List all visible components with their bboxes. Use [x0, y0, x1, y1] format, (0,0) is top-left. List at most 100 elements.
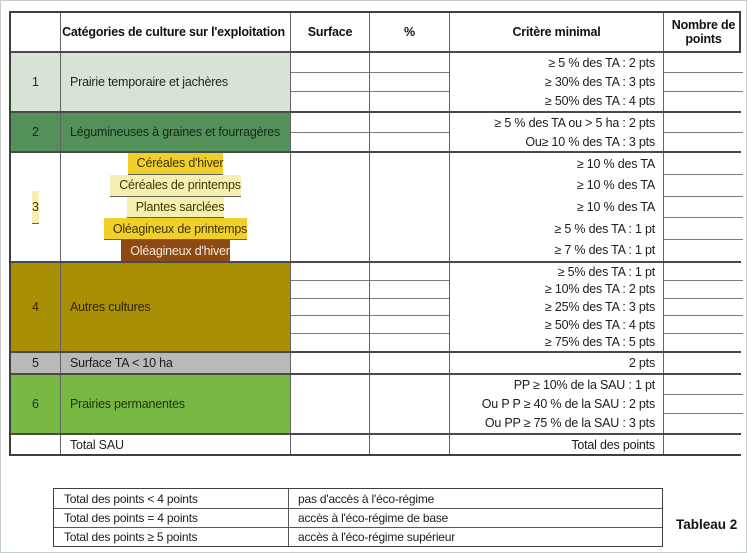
total-surface-input-cell[interactable] — [291, 435, 369, 454]
surface-input-cell[interactable] — [291, 153, 369, 261]
section-6-number: 6 — [11, 375, 60, 433]
section-5-category: Surface TA < 10 ha — [60, 353, 290, 373]
points-input-cell[interactable] — [664, 280, 743, 299]
section-1-category: Prairie temporaire et jachères — [60, 53, 290, 111]
percent-input-cell[interactable] — [370, 298, 449, 317]
criteria-text: ≥ 50% des TA : 4 pts — [544, 94, 655, 109]
legend-row: Total des points ≥ 5 points accès à l'éc… — [54, 527, 662, 546]
points-input-cell[interactable] — [664, 263, 743, 281]
points-input-cell[interactable] — [664, 218, 743, 241]
points-input-cell[interactable] — [664, 92, 743, 112]
total-percent-input-cell[interactable] — [370, 435, 449, 454]
percent-input-cell[interactable] — [370, 153, 449, 261]
points-input-cell[interactable] — [664, 298, 743, 317]
section-4-category: Autres cultures — [60, 263, 290, 351]
points-input-cell[interactable] — [664, 394, 743, 415]
surface-input-cell[interactable] — [291, 92, 369, 112]
surface-input-cell[interactable] — [291, 113, 369, 133]
legend-result: accès à l'éco-régime de base — [298, 511, 449, 525]
surface-input-cell[interactable] — [291, 334, 369, 351]
total-sau-label: Total SAU — [60, 435, 290, 454]
points-input-cell[interactable] — [664, 53, 743, 73]
section-6-row: 6 Prairies permanentes PP ≥ 10% de la SA… — [11, 373, 743, 434]
criteria-text: ≥ 50% des TA : 4 pts — [544, 317, 655, 332]
percent-input-cell[interactable] — [370, 316, 449, 335]
points-input-cell[interactable] — [664, 334, 743, 351]
surface-input-cell[interactable] — [291, 298, 369, 317]
category-cereales-printemps: Céréales de printemps — [110, 174, 241, 197]
category-cereales-hiver: Céréales d'hiver — [127, 153, 224, 175]
section-2-number: 2 — [11, 113, 60, 151]
criteria-text: ≥ 5 % des TA ou > 5 ha : 2 pts — [494, 115, 655, 130]
total-points-input-cell[interactable] — [664, 435, 743, 454]
total-row: Total SAU Total des points — [11, 433, 743, 454]
percent-input-cell[interactable] — [370, 353, 449, 373]
points-input-cell[interactable] — [664, 153, 743, 175]
criteria-text: ≥ 5 % des TA : 2 pts — [548, 55, 655, 70]
points-input-cell[interactable] — [664, 174, 743, 197]
criteria-text: ≥ 75% des TA : 5 pts — [544, 335, 655, 350]
header-number-cell — [11, 13, 60, 51]
surface-input-cell[interactable] — [291, 72, 369, 93]
category-oleagineux-hiver: Oléagineux d'hiver — [121, 240, 230, 261]
legend-row: Total des points < 4 points pas d'accès … — [54, 489, 662, 508]
percent-input-cell[interactable] — [370, 92, 449, 112]
points-input-cell[interactable] — [664, 414, 743, 434]
section-2-row: 2 Légumineuses à graines et fourragères … — [11, 111, 743, 151]
total-number-cell — [11, 435, 60, 454]
surface-input-cell[interactable] — [291, 132, 369, 151]
percent-input-cell[interactable] — [370, 72, 449, 93]
percent-input-cell[interactable] — [370, 263, 449, 281]
header-percent: % — [369, 13, 449, 51]
criteria-text: ≥ 25% des TA : 3 pts — [544, 299, 655, 314]
eco-regime-points-table: Catégories de culture sur l'exploitation… — [9, 11, 743, 456]
section-4-row: 4 Autres cultures ≥ 5% des TA : 1 pt ≥ 1… — [11, 261, 743, 351]
section-4-number: 4 — [11, 263, 60, 351]
section-3-number: 3 — [32, 191, 39, 224]
section-1-row: 1 Prairie temporaire et jachères ≥ 5 % d… — [11, 51, 743, 112]
criteria-text: ≥ 30% des TA : 3 pts — [544, 74, 655, 89]
table-caption: Tableau 2 — [676, 517, 738, 532]
surface-input-cell[interactable] — [291, 53, 369, 73]
legend-row: Total des points = 4 points accès à l'éc… — [54, 508, 662, 527]
points-input-cell[interactable] — [664, 72, 743, 93]
percent-input-cell[interactable] — [370, 53, 449, 73]
legend-result: pas d'accès à l'éco-régime — [298, 491, 435, 506]
legend-condition: Total des points = 4 points — [54, 509, 289, 527]
criteria-text: Ou≥ 10 % des TA : 3 pts — [525, 134, 655, 149]
section-5-row: 5 Surface TA < 10 ha 2 pts — [11, 351, 743, 373]
points-input-cell[interactable] — [664, 353, 743, 373]
surface-input-cell[interactable] — [291, 316, 369, 335]
legend-condition: Total des points < 4 points — [54, 489, 289, 508]
percent-input-cell[interactable] — [370, 334, 449, 351]
percent-input-cell[interactable] — [370, 113, 449, 133]
section-5-number: 5 — [11, 353, 60, 373]
points-input-cell[interactable] — [664, 132, 743, 151]
points-input-cell[interactable] — [664, 113, 743, 133]
percent-input-cell[interactable] — [370, 280, 449, 299]
criteria-text: ≥ 10% des TA : 2 pts — [544, 282, 655, 297]
criteria-text: 2 pts — [628, 356, 655, 370]
surface-input-cell[interactable] — [291, 263, 369, 281]
points-input-cell[interactable] — [664, 316, 743, 335]
surface-input-cell[interactable] — [291, 280, 369, 299]
section-2-category: Légumineuses à graines et fourragères — [60, 113, 290, 151]
points-input-cell[interactable] — [664, 240, 743, 261]
section-6-category: Prairies permanentes — [60, 375, 290, 433]
criteria-text: ≥ 10 % des TA — [576, 199, 655, 214]
surface-input-cell[interactable] — [291, 375, 369, 433]
total-points-label: Total des points — [571, 437, 655, 452]
surface-input-cell[interactable] — [291, 353, 369, 373]
points-legend-table: Total des points < 4 points pas d'accès … — [53, 488, 663, 547]
points-input-cell[interactable] — [664, 375, 743, 395]
header-surface: Surface — [290, 13, 369, 51]
points-input-cell[interactable] — [664, 196, 743, 219]
criteria-text: Ou PP ≥ 75 % de la SAU : 3 pts — [484, 416, 655, 431]
percent-input-cell[interactable] — [370, 132, 449, 151]
category-plantes-sarclees: Plantes sarclées — [126, 196, 224, 219]
percent-input-cell[interactable] — [370, 375, 449, 433]
criteria-text: Ou P P ≥ 40 % de la SAU : 2 pts — [481, 396, 655, 411]
category-oleagineux-printemps: Oléagineux de printemps — [103, 218, 247, 241]
header-categories: Catégories de culture sur l'exploitation — [60, 13, 290, 51]
